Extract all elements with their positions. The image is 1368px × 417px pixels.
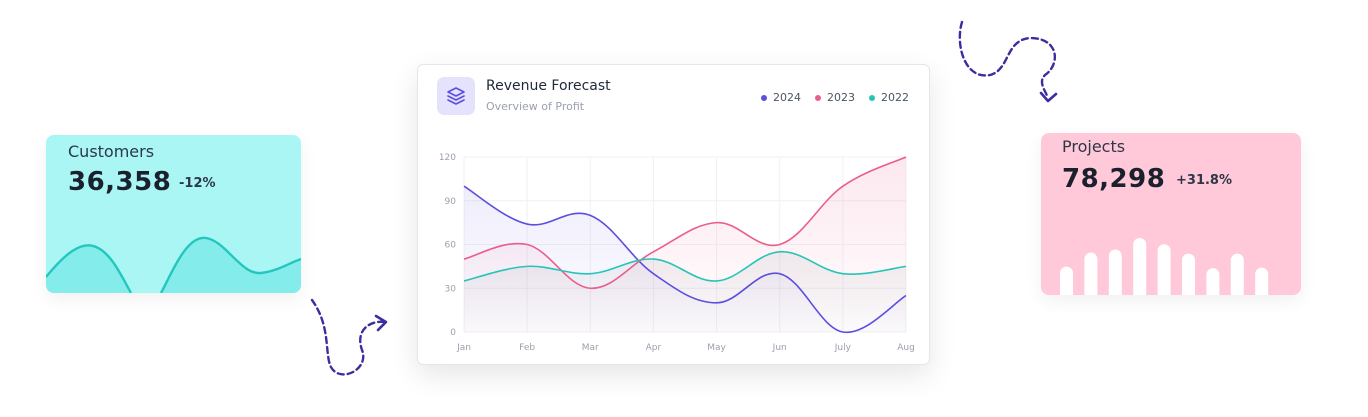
projects-title: Projects [1062, 137, 1126, 156]
arrow-left-head [374, 314, 388, 332]
legend-item[interactable]: 2022 [869, 91, 909, 104]
projects-bar [1108, 249, 1122, 295]
y-tick-label: 60 [445, 241, 457, 251]
revenue-icon-box [437, 77, 475, 115]
customers-sparkline-line [46, 236, 301, 293]
projects-card: Projects 78,298 +31.8% [1041, 133, 1301, 295]
decorative-arrow-right [958, 20, 1058, 103]
customers-title: Customers [68, 142, 155, 161]
x-tick-label: Mar [582, 343, 599, 353]
legend-label: 2023 [827, 91, 855, 104]
legend-dot [815, 94, 821, 101]
legend-label: 2022 [881, 91, 909, 104]
projects-change: +31.8% [1176, 173, 1232, 188]
revenue-line-chart: 0 30 60 90 120 Jan Feb Mar Apr May Jun July Aug [439, 153, 915, 353]
revenue-subtitle: Overview of Profit [486, 100, 585, 113]
legend-dot [761, 94, 767, 101]
revenue-title: Revenue Forecast [486, 78, 611, 94]
y-tick-label: 90 [445, 197, 457, 207]
x-tick-label: Jun [772, 343, 787, 353]
x-tick-label: July [834, 343, 852, 353]
legend-item[interactable]: 2023 [815, 91, 855, 104]
projects-bar [1157, 244, 1171, 295]
legend-dot [869, 94, 875, 101]
x-tick-label: Feb [519, 343, 535, 353]
projects-bar [1206, 268, 1220, 295]
x-tick-label: Jan [456, 343, 471, 353]
arrow-right-path [958, 20, 1056, 100]
arrow-right-head [1039, 91, 1058, 103]
projects-bar [1060, 266, 1073, 295]
x-tick-label: Aug [897, 343, 915, 353]
customers-card: Customers 36,358 -12% [46, 135, 301, 293]
revenue-forecast-card: Revenue Forecast Overview of Profit 2024… [417, 64, 930, 365]
decorative-arrow-left [310, 298, 388, 376]
projects-value: 78,298 [1062, 164, 1166, 194]
customers-value: 36,358 [68, 167, 172, 197]
projects-bar [1230, 253, 1244, 295]
y-tick-label: 30 [445, 284, 457, 294]
y-tick-label: 0 [450, 328, 456, 338]
series-line [463, 156, 907, 290]
legend-label: 2024 [773, 91, 801, 104]
y-tick-label: 120 [439, 153, 456, 163]
x-tick-label: Apr [646, 343, 662, 353]
customers-sparkline [46, 236, 301, 293]
customers-sparkline-area [46, 237, 301, 293]
series-line [463, 185, 907, 333]
series-line [463, 250, 907, 282]
projects-bar [1084, 252, 1098, 295]
projects-bar-chart [1060, 238, 1269, 295]
arrow-left-path [310, 298, 387, 376]
customers-change: -12% [179, 176, 216, 191]
layers-icon [447, 87, 465, 105]
projects-bar [1182, 253, 1195, 295]
projects-bar [1133, 238, 1147, 295]
chart-legend: 2024 2023 2022 [761, 91, 909, 104]
projects-bar [1255, 267, 1269, 295]
series-area [464, 251, 906, 332]
legend-item[interactable]: 2024 [761, 91, 801, 104]
x-tick-label: May [707, 343, 726, 353]
